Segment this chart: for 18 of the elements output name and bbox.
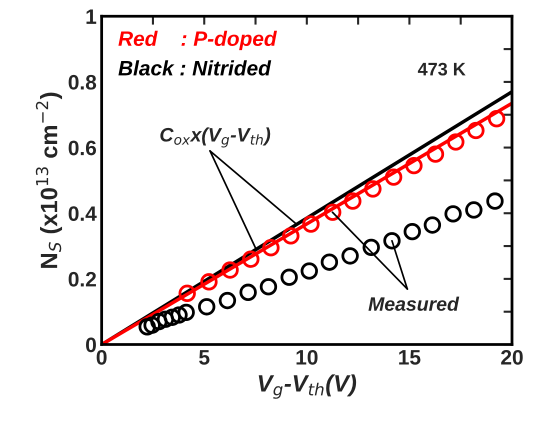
y-tick-label: 0 — [86, 338, 96, 352]
x-tick-label: 5 — [199, 350, 210, 365]
x-axis-title: V$_{g}$-V$_{th}$(V) — [258, 374, 356, 399]
x-tick-label: 15 — [399, 350, 420, 365]
y-tick-label: 0.2 — [68, 272, 96, 287]
annotation: Measured — [368, 296, 460, 311]
annotation: C$_{ox}$x(V$_{g}$-V$_{th}$) — [160, 127, 270, 148]
y-tick-label: 0.6 — [68, 140, 96, 156]
x-tick-label: 20 — [501, 350, 523, 365]
x-tick-label: 10 — [296, 350, 318, 365]
y-axis-title: N$_{S}$ (x10$^{13}$ cm$^{−2}$) — [36, 92, 62, 268]
annotation: 473 K — [418, 62, 466, 76]
annotation: Red : P-doped — [118, 30, 277, 50]
y-tick-label: 0.4 — [68, 206, 97, 221]
y-tick-label: 1 — [86, 9, 96, 24]
y-tick-label: 0.8 — [68, 74, 96, 90]
annotation: Black : Nitrided — [118, 60, 272, 76]
x-tick-label: 0 — [96, 350, 107, 365]
